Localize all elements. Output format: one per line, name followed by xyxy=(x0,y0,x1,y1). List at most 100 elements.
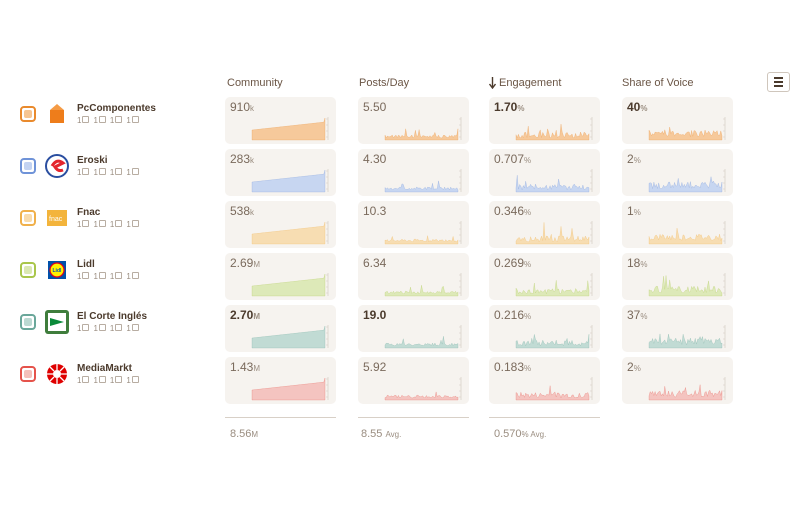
brand-row-mediamarkt[interactable]: MediaMarkt 1 1 1 1 1.43M 5.92 0.183% 2% xyxy=(0,357,800,409)
brand-checkbox[interactable] xyxy=(20,366,36,382)
social-count: 1 xyxy=(93,116,106,125)
facebook-icon xyxy=(98,116,106,123)
metric-card-community[interactable]: 1.43M xyxy=(225,357,336,404)
brand-checkbox[interactable] xyxy=(20,158,36,174)
column-header-posts-per-day[interactable]: Posts/Day xyxy=(359,77,409,89)
social-count-value: 1 xyxy=(109,272,115,281)
metric-card-share-of-voice[interactable]: 40% xyxy=(622,97,733,144)
brand-checkbox[interactable] xyxy=(20,106,36,122)
metric-card-community[interactable]: 910k xyxy=(225,97,336,144)
metric-number: 0.183 xyxy=(494,360,525,374)
brand-name[interactable]: MediaMarkt xyxy=(77,363,133,374)
column-header-share-of-voice[interactable]: Share of Voice xyxy=(622,77,694,89)
metric-value: 538k xyxy=(230,204,254,218)
metric-unit: % xyxy=(524,156,532,165)
brand-logo xyxy=(44,361,70,387)
metric-unit: % xyxy=(524,312,532,321)
social-count-value: 1 xyxy=(93,324,98,333)
lidl-logo: Lidl xyxy=(48,261,66,279)
metric-value: 18% xyxy=(627,256,647,270)
sparkline xyxy=(251,169,329,193)
brand-checkbox[interactable] xyxy=(20,262,36,278)
social-count-value: 1 xyxy=(109,376,115,385)
divider xyxy=(225,417,336,418)
metric-number: 10.3 xyxy=(363,204,387,218)
metric-card-engagement[interactable]: 0.269% xyxy=(489,253,600,300)
sparkline xyxy=(648,325,726,349)
social-counts: 1 1 1 1 xyxy=(77,272,139,281)
arrow-down-icon xyxy=(489,77,496,89)
metric-card-share-of-voice[interactable]: 2% xyxy=(622,357,733,404)
social-count: 1 xyxy=(93,376,106,385)
metric-card-engagement[interactable]: 0.707% xyxy=(489,149,600,196)
brand-name[interactable]: Fnac xyxy=(77,207,101,218)
metric-unit: % xyxy=(524,260,532,269)
column-header-engagement[interactable]: Engagement xyxy=(489,77,561,89)
metric-card-share-of-voice[interactable]: 37% xyxy=(622,305,733,352)
sparkline xyxy=(384,169,462,193)
metric-card-engagement[interactable]: 1.70% xyxy=(489,97,600,144)
brand-logo xyxy=(44,101,70,127)
instagram-icon xyxy=(131,376,139,383)
metric-card-community[interactable]: 2.69M xyxy=(225,253,336,300)
metric-number: 0.269 xyxy=(494,256,525,270)
brand-checkbox[interactable] xyxy=(20,210,36,226)
metric-card-share-of-voice[interactable]: 1% xyxy=(622,201,733,248)
metric-value: 5.50 xyxy=(363,100,386,114)
brand-name[interactable]: Lidl xyxy=(77,259,95,270)
footer-value: 8.56 xyxy=(230,428,252,440)
checkbox-fill xyxy=(24,318,32,326)
brand-name[interactable]: Eroski xyxy=(77,155,108,166)
metric-value: 0.269% xyxy=(494,256,531,270)
metric-number: 283 xyxy=(230,152,251,166)
metric-card-engagement[interactable]: 0.183% xyxy=(489,357,600,404)
metric-card-share-of-voice[interactable]: 18% xyxy=(622,253,733,300)
social-count-value: 1 xyxy=(93,272,98,281)
metric-card-posts-per-day[interactable]: 5.50 xyxy=(358,97,469,144)
footer-value: 0.570 xyxy=(494,428,522,440)
metric-card-community[interactable]: 2.70M xyxy=(225,305,336,352)
metric-value: 2% xyxy=(627,152,641,166)
metric-card-share-of-voice[interactable]: 2% xyxy=(622,149,733,196)
brand-name[interactable]: PcComponentes xyxy=(77,103,156,114)
brand-row-fnac[interactable]: fnac Fnac 1 1 1 1 538k 10.3 0.346% 1% xyxy=(0,201,800,253)
metric-card-posts-per-day[interactable]: 4.30 xyxy=(358,149,469,196)
facebook-icon xyxy=(82,220,90,227)
instagram-icon xyxy=(131,272,139,279)
brand-row-pccomponentes[interactable]: PcComponentes 1 1 1 1 910k 5.50 1.70% 40% xyxy=(0,97,800,149)
social-count: 1 xyxy=(126,220,139,229)
social-count: 1 xyxy=(109,272,123,281)
brand-row-lidl[interactable]: Lidl Lidl 1 1 1 1 2.69M 6.34 0.269% 18% xyxy=(0,253,800,305)
divider xyxy=(358,417,469,418)
sparkline xyxy=(648,169,726,193)
brand-checkbox[interactable] xyxy=(20,314,36,330)
metric-number: 40 xyxy=(627,100,641,114)
social-counts: 1 1 1 1 xyxy=(77,220,139,229)
facebook-icon xyxy=(82,324,90,331)
sparkline xyxy=(251,221,329,245)
metric-card-engagement[interactable]: 0.216% xyxy=(489,305,600,352)
metric-card-posts-per-day[interactable]: 10.3 xyxy=(358,201,469,248)
menu-button[interactable] xyxy=(767,72,790,92)
column-label: Share of Voice xyxy=(622,77,694,89)
social-counts: 1 1 1 1 xyxy=(77,376,139,385)
brand-row-eroski[interactable]: Eroski 1 1 1 1 283k 4.30 0.707% 2% xyxy=(0,149,800,201)
social-counts: 1 1 1 1 xyxy=(77,324,139,333)
svg-text:Lidl: Lidl xyxy=(53,268,62,274)
metric-card-posts-per-day[interactable]: 5.92 xyxy=(358,357,469,404)
instagram-icon xyxy=(131,220,139,227)
metric-number: 1 xyxy=(627,204,634,218)
metric-card-posts-per-day[interactable]: 6.34 xyxy=(358,253,469,300)
column-header-community[interactable]: Community xyxy=(227,77,283,89)
brand-name[interactable]: El Corte Inglés xyxy=(77,311,148,322)
metric-card-posts-per-day[interactable]: 19.0 xyxy=(358,305,469,352)
twitter-icon xyxy=(115,116,123,123)
metric-number: 19.0 xyxy=(363,308,387,322)
metric-card-community[interactable]: 538k xyxy=(225,201,336,248)
social-count: 1 xyxy=(109,376,123,385)
metric-card-engagement[interactable]: 0.346% xyxy=(489,201,600,248)
sparkline xyxy=(384,325,462,349)
brand-row-el-corte-ingles[interactable]: El Corte Inglés 1 1 1 1 2.70M 19.0 0.216% 37% xyxy=(0,305,800,357)
metric-card-community[interactable]: 283k xyxy=(225,149,336,196)
twitter-icon xyxy=(115,376,123,383)
